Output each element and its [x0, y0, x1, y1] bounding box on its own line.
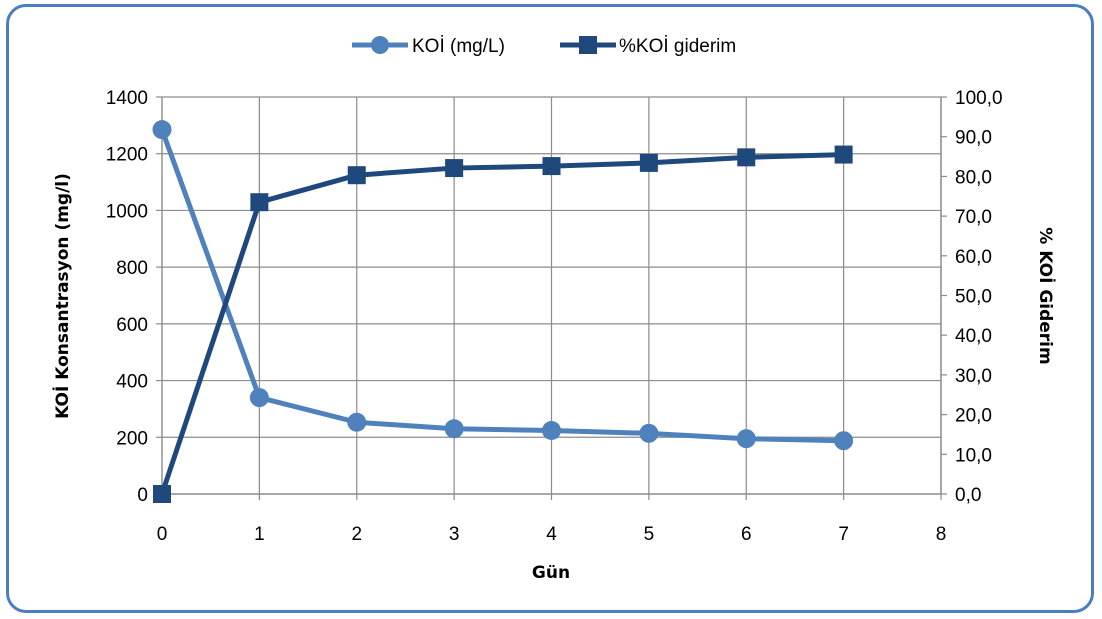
data-point-koi [736, 429, 756, 449]
y-tick-label-right: 20,0 [955, 406, 992, 427]
y-tick-label-left: 800 [116, 258, 148, 279]
x-tick-label: 0 [157, 524, 168, 545]
data-point-koi [152, 120, 172, 140]
x-tick-label: 1 [254, 524, 265, 545]
data-point-removal [153, 485, 171, 503]
data-point-koi [347, 412, 367, 432]
y-tick-label-left: 1400 [106, 88, 148, 109]
x-tick-label: 3 [449, 524, 460, 545]
legend: KOİ (mg/L) %KOİ giderim [352, 36, 736, 57]
data-point-koi [444, 419, 464, 439]
y-axis-left-title: KOİ Konsantrasyon (mg/l) [51, 173, 73, 419]
legend-item-koi: KOİ (mg/L) [352, 36, 505, 57]
chart-frame [6, 4, 1094, 613]
axes [156, 96, 947, 500]
legend-label-koi: KOİ (mg/L) [412, 36, 505, 57]
y-tick-label-right: 0,0 [955, 485, 981, 506]
series-line-removal [159, 152, 844, 495]
y-tick-label-left: 400 [116, 372, 148, 393]
y-tick-label-left: 0 [137, 485, 148, 506]
y-tick-label-right: 10,0 [955, 445, 992, 466]
data-point-removal [250, 193, 269, 212]
data-point-koi [834, 431, 854, 451]
data-point-removal [542, 157, 561, 176]
legend-label-removal: %KOİ giderim [619, 36, 736, 57]
y-tick-label-right: 70,0 [955, 207, 992, 228]
y-tick-label-left: 200 [116, 428, 148, 449]
data-point-removal [639, 153, 658, 172]
x-tick-label: 7 [838, 524, 849, 545]
y-tick-label-right: 80,0 [955, 167, 992, 188]
y-tick-label-right: 90,0 [955, 128, 992, 149]
x-tick-label: 4 [546, 524, 557, 545]
x-axis-title: Gün [532, 563, 570, 583]
y-tick-label-right: 30,0 [955, 366, 992, 387]
series-line-koi [159, 128, 844, 444]
x-tick-label: 8 [936, 524, 947, 545]
data-point-koi [639, 423, 659, 443]
y-tick-label-left: 1200 [106, 145, 148, 166]
data-point-removal [347, 166, 366, 185]
legend-item-removal: %KOİ giderim [560, 36, 736, 57]
x-tick-label: 5 [644, 524, 655, 545]
data-point-removal [834, 145, 853, 164]
series [152, 120, 854, 503]
x-tick-label: 2 [351, 524, 362, 545]
y-tick-label-right: 40,0 [955, 326, 992, 347]
y-tick-label-right: 50,0 [955, 287, 992, 308]
y-tick-label-left: 1000 [106, 201, 148, 222]
y-tick-label-right: 60,0 [955, 247, 992, 268]
y-tick-label-right: 100,0 [955, 88, 1003, 109]
data-point-koi [542, 420, 561, 440]
y-tick-label-left: 600 [116, 315, 148, 336]
x-tick-label: 6 [741, 524, 752, 545]
data-point-removal [445, 159, 464, 178]
data-point-koi [249, 388, 269, 408]
y-axis-right-title: % KOİ Giderim [1035, 227, 1057, 364]
data-point-removal [737, 148, 756, 167]
